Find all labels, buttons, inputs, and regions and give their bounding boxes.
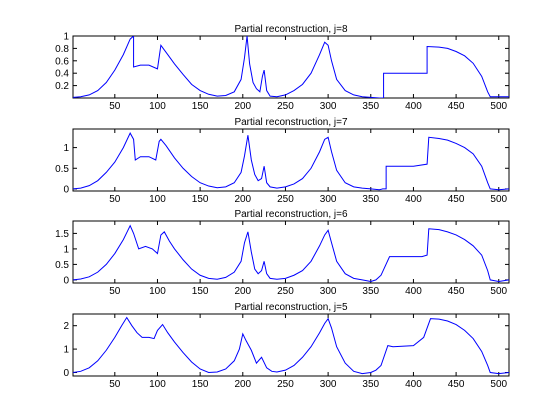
x-tick-label: 150 bbox=[192, 101, 209, 112]
subplot-4: Partial reconstruction, j=550 100 150 200 25… bbox=[63, 302, 510, 390]
x-tick-label: 400 bbox=[405, 379, 422, 390]
x-tick-label: 450 bbox=[448, 379, 465, 390]
x-tick-label: 400 bbox=[405, 194, 422, 205]
x-tick-label: 150 bbox=[192, 286, 209, 297]
x-tick-label: 300 bbox=[320, 194, 337, 205]
x-tick-label: 150 bbox=[192, 379, 209, 390]
subplot-title: Partial reconstruction, j=7 bbox=[234, 117, 348, 128]
x-tick-label: 500 bbox=[490, 286, 507, 297]
axes-box bbox=[72, 35, 510, 99]
x-tick-label: 150 bbox=[192, 194, 209, 205]
subplot-title: Partial reconstruction, j=8 bbox=[234, 24, 348, 35]
x-tick-label: 500 bbox=[490, 101, 507, 112]
x-tick-label: 450 bbox=[448, 194, 465, 205]
x-tick-label: 200 bbox=[234, 286, 251, 297]
x-tick-label: 100 bbox=[149, 379, 166, 390]
y-tick-label: 1 bbox=[63, 244, 69, 255]
series-line bbox=[73, 224, 509, 282]
y-tick-label: 1 bbox=[63, 32, 69, 43]
x-tick-label: 300 bbox=[320, 286, 337, 297]
y-tick-label: 1 bbox=[63, 143, 69, 154]
x-tick-label: 400 bbox=[405, 101, 422, 112]
subplot-1: Partial reconstruction, j=8 50 100 150 200 25… bbox=[55, 24, 510, 112]
axes-box bbox=[72, 128, 510, 192]
y-tick-label: 1.5 bbox=[55, 229, 69, 240]
subplot-title: Partial reconstruction, j=6 bbox=[234, 209, 348, 220]
y-tick-label: 0 bbox=[63, 275, 69, 286]
x-tick-label: 50 bbox=[109, 286, 121, 297]
x-tick-label: 200 bbox=[234, 101, 251, 112]
subplot-3: Partial reconstruction, j=6 50 100 150 200 25… bbox=[55, 209, 510, 297]
x-tick-label: 500 bbox=[490, 194, 507, 205]
x-tick-label: 450 bbox=[448, 286, 465, 297]
y-tick-label: 1 bbox=[63, 345, 69, 356]
x-tick-label: 200 bbox=[234, 194, 251, 205]
subplot-title: Partial reconstruction, j=5 bbox=[234, 302, 348, 313]
x-tick-label: 100 bbox=[149, 101, 166, 112]
x-tick-label: 250 bbox=[277, 194, 294, 205]
x-tick-label: 350 bbox=[362, 101, 379, 112]
y-tick-label: 0 bbox=[63, 184, 69, 195]
x-tick-label: 350 bbox=[362, 286, 379, 297]
x-tick-label: 300 bbox=[320, 101, 337, 112]
series-line bbox=[73, 132, 509, 191]
x-tick-label: 250 bbox=[277, 379, 294, 390]
x-tick-label: 250 bbox=[277, 101, 294, 112]
x-tick-label: 500 bbox=[490, 379, 507, 390]
series-line bbox=[73, 36, 509, 98]
y-tick-label: 0.5 bbox=[55, 164, 69, 175]
y-tick-label: 0 bbox=[63, 368, 69, 379]
x-tick-label: 450 bbox=[448, 101, 465, 112]
y-tick-label: 0.6 bbox=[55, 56, 69, 67]
x-tick-label: 50 bbox=[109, 101, 121, 112]
x-tick-label: 50 bbox=[109, 194, 121, 205]
subplot-2: Partial reconstruction, j=7 50 100 150 200 25… bbox=[55, 117, 510, 205]
series-line bbox=[73, 316, 509, 375]
x-tick-label: 100 bbox=[149, 194, 166, 205]
x-tick-label: 50 bbox=[109, 379, 121, 390]
x-tick-label: 250 bbox=[277, 286, 294, 297]
x-tick-label: 350 bbox=[362, 194, 379, 205]
x-tick-label: 100 bbox=[149, 286, 166, 297]
x-tick-label: 400 bbox=[405, 286, 422, 297]
x-tick-label: 300 bbox=[320, 379, 337, 390]
axes-box bbox=[72, 220, 510, 284]
axes-box bbox=[72, 313, 510, 377]
y-tick-label: 0.4 bbox=[55, 69, 69, 80]
y-tick-label: 2 bbox=[63, 321, 69, 332]
x-tick-label: 350 bbox=[362, 379, 379, 390]
y-tick-label: 0.2 bbox=[55, 81, 69, 92]
y-tick-label: 0.5 bbox=[55, 260, 69, 271]
x-tick-label: 200 bbox=[234, 379, 251, 390]
y-tick-label: 0.8 bbox=[55, 44, 69, 55]
